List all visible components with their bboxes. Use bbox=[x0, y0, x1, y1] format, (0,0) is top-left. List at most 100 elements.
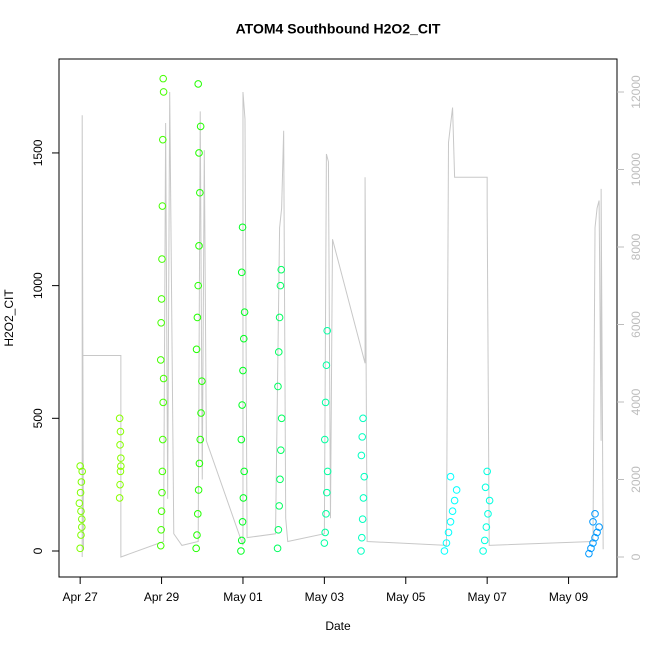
y2-tick-label: 2000 bbox=[629, 466, 643, 493]
y-tick-label: 0 bbox=[31, 547, 45, 554]
data-point bbox=[158, 255, 166, 263]
data-point bbox=[195, 459, 204, 468]
data-point bbox=[485, 496, 494, 505]
data-point bbox=[320, 539, 329, 547]
data-point bbox=[117, 462, 125, 470]
data-point bbox=[157, 525, 165, 534]
data-point bbox=[585, 549, 593, 558]
data-point bbox=[446, 472, 455, 481]
data-point bbox=[158, 435, 167, 444]
data-point bbox=[440, 547, 449, 555]
x-tick-label: May 07 bbox=[467, 590, 507, 604]
data-point bbox=[358, 433, 367, 441]
data-point bbox=[195, 242, 203, 250]
data-point bbox=[76, 488, 85, 497]
data-point bbox=[196, 435, 205, 444]
data-point bbox=[239, 334, 248, 343]
data-point bbox=[322, 510, 330, 518]
data-point bbox=[158, 467, 167, 476]
data-point bbox=[240, 308, 249, 316]
data-point bbox=[193, 510, 202, 518]
data-point bbox=[196, 188, 204, 197]
data-point bbox=[240, 467, 248, 476]
chart-title: ATOM4 Southbound H2O2_CIT bbox=[236, 21, 441, 37]
data-point bbox=[359, 414, 367, 423]
x-tick-label: Apr 27 bbox=[62, 590, 98, 604]
y-tick-label: 1000 bbox=[31, 272, 45, 299]
data-point bbox=[358, 533, 366, 542]
data-point bbox=[237, 536, 246, 545]
data-point bbox=[323, 467, 332, 476]
data-point bbox=[480, 536, 489, 545]
data-point bbox=[158, 135, 167, 144]
data-point bbox=[595, 523, 603, 531]
data-point bbox=[446, 518, 455, 526]
data-point bbox=[589, 518, 597, 526]
data-point bbox=[320, 435, 329, 444]
data-point bbox=[274, 525, 283, 534]
data-point bbox=[192, 544, 200, 553]
data-point bbox=[193, 531, 201, 539]
data-point bbox=[159, 74, 167, 83]
y-axis-label: H2O2_CIT bbox=[2, 289, 16, 347]
data-point bbox=[587, 544, 595, 553]
data-point bbox=[196, 122, 205, 131]
data-point bbox=[277, 446, 285, 454]
data-point bbox=[116, 427, 125, 436]
data-point bbox=[116, 480, 124, 489]
y2-tick-label: 6000 bbox=[629, 311, 643, 338]
data-point bbox=[195, 149, 203, 157]
data-point bbox=[197, 409, 205, 417]
data-point bbox=[192, 345, 201, 354]
data-point bbox=[360, 472, 369, 481]
y2-tick-label: 4000 bbox=[629, 388, 643, 415]
data-point bbox=[198, 377, 206, 385]
data-point bbox=[77, 478, 86, 486]
data-point bbox=[157, 507, 166, 515]
x-axis-label: Date bbox=[325, 619, 351, 633]
data-point bbox=[237, 547, 245, 555]
data-point bbox=[157, 318, 165, 327]
data-point bbox=[321, 398, 330, 407]
data-point bbox=[157, 295, 166, 303]
x-tick-label: May 03 bbox=[305, 590, 345, 604]
data-point bbox=[194, 486, 203, 494]
data-point bbox=[159, 398, 167, 407]
data-point bbox=[274, 348, 283, 356]
data-point bbox=[77, 507, 85, 515]
data-point bbox=[159, 88, 168, 96]
data-point bbox=[76, 544, 84, 553]
data-point bbox=[116, 441, 124, 449]
data-point bbox=[115, 414, 124, 423]
data-point bbox=[77, 523, 86, 531]
y2-tick-label: 10000 bbox=[629, 153, 643, 187]
data-point bbox=[76, 462, 84, 470]
data-point bbox=[323, 326, 332, 335]
y2-tick-label: 0 bbox=[629, 553, 643, 560]
data-point bbox=[442, 539, 451, 547]
data-point bbox=[193, 313, 202, 322]
data-point bbox=[321, 528, 329, 537]
data-point bbox=[158, 488, 166, 497]
data-point bbox=[323, 488, 331, 497]
y-tick-label: 500 bbox=[31, 408, 45, 428]
data-point bbox=[359, 494, 368, 502]
data-point bbox=[273, 544, 282, 553]
data-point bbox=[238, 401, 246, 409]
data-point bbox=[357, 451, 366, 460]
data-point bbox=[275, 502, 283, 510]
data-point bbox=[448, 507, 457, 515]
data-point bbox=[484, 510, 492, 518]
x-tick-label: Apr 29 bbox=[144, 590, 180, 604]
data-point bbox=[444, 528, 453, 537]
data-point bbox=[452, 486, 461, 494]
data-point bbox=[274, 382, 282, 391]
data-point bbox=[158, 202, 167, 210]
data-point bbox=[481, 483, 490, 492]
data-point bbox=[482, 523, 491, 531]
data-point bbox=[77, 515, 86, 523]
data-point bbox=[77, 531, 85, 539]
data-point bbox=[591, 510, 599, 518]
data-point bbox=[238, 518, 247, 526]
